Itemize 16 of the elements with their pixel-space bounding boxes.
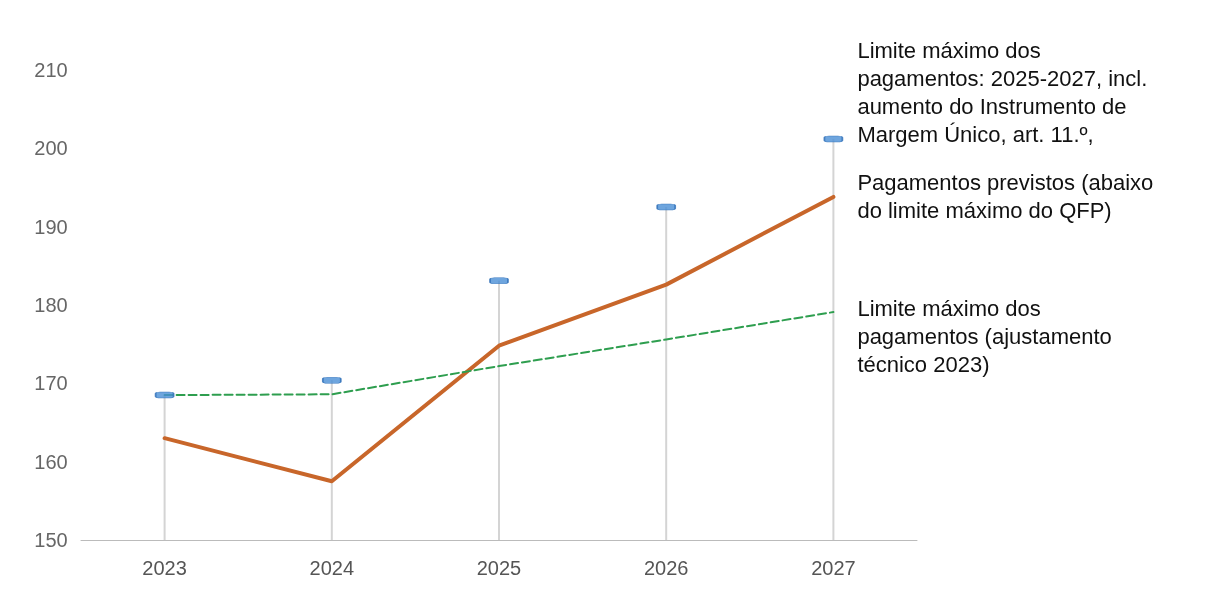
series-label: Limite máximo dos pagamentos (ajustamento técnico 2023) — [857, 295, 1118, 377]
x-tick-label: 2025 — [476, 557, 522, 579]
y-tick-label: 210 — [34, 59, 68, 81]
y-tick-label: 170 — [34, 372, 68, 395]
x-tick-label: 2024 — [309, 557, 355, 579]
x-tick-label: 2023 — [142, 557, 187, 579]
x-tick-label: 2026 — [643, 557, 689, 579]
line-series — [162, 194, 836, 484]
y-tick-label: 150 — [34, 529, 68, 551]
y-tick-label: 200 — [34, 137, 68, 160]
y-tick-label: 160 — [34, 450, 68, 473]
y-tick-label: 180 — [34, 294, 68, 316]
series-label: Limite máximo dos pagamentos: 2025-2027, incl. aumento do Instrumento de Margem Único, art. 11.º, — [857, 38, 1154, 148]
x-tick-label: 2027 — [811, 557, 856, 579]
series-label: Pagamentos previstos (abaixo do limite máximo do QFP) — [857, 170, 1160, 224]
y-tick-label: 190 — [34, 215, 68, 238]
